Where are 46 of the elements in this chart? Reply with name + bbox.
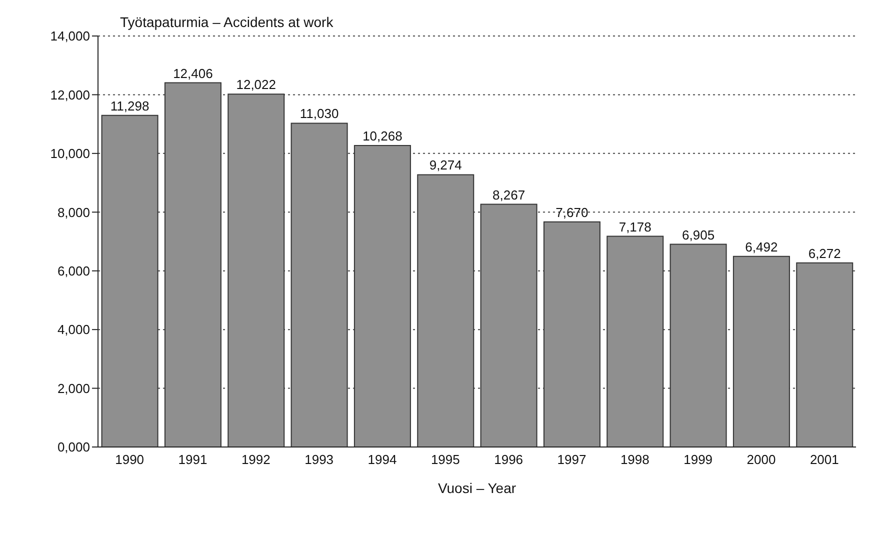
x-tick-label: 1998 bbox=[620, 452, 650, 468]
bar bbox=[543, 221, 600, 447]
y-tick-label: 2,000 bbox=[57, 380, 90, 396]
y-tick-label: 6,000 bbox=[57, 263, 90, 278]
x-tick-label: 1992 bbox=[241, 452, 270, 468]
data-label: 6,905 bbox=[682, 227, 715, 242]
x-tick-label: 1991 bbox=[178, 452, 208, 468]
x-axis-title: Vuosi – Year bbox=[438, 480, 516, 496]
bar bbox=[670, 244, 727, 447]
bar bbox=[417, 174, 474, 447]
bar bbox=[101, 114, 158, 447]
data-label: 9,274 bbox=[429, 158, 462, 173]
x-tick-label: 1999 bbox=[684, 452, 713, 468]
bar bbox=[732, 256, 790, 447]
y-tick-label: 14,000 bbox=[50, 28, 90, 44]
data-label: 6,272 bbox=[808, 246, 841, 261]
bar bbox=[228, 94, 285, 447]
y-tick-label: 4,000 bbox=[57, 322, 90, 338]
x-tick-label: 1997 bbox=[557, 452, 586, 468]
data-label: 10,268 bbox=[362, 128, 402, 144]
bar bbox=[480, 204, 538, 447]
x-tick-label: 2000 bbox=[746, 452, 776, 468]
data-label: 11,298 bbox=[110, 98, 150, 114]
y-tick-label: 10,000 bbox=[50, 146, 90, 162]
data-label: 7,178 bbox=[618, 219, 652, 234]
data-label: 12,022 bbox=[236, 77, 276, 92]
data-label: 8,267 bbox=[492, 187, 526, 202]
x-tick-label: 1994 bbox=[368, 452, 397, 468]
bar bbox=[796, 262, 854, 447]
data-label: 11,030 bbox=[300, 106, 339, 122]
chart-title: Työtapaturmia – Accidents at work bbox=[120, 14, 334, 30]
y-tick-label: 8,000 bbox=[57, 204, 90, 220]
x-tick-label: 1996 bbox=[494, 452, 524, 468]
data-label: 12,406 bbox=[173, 66, 213, 81]
x-tick-label: 1990 bbox=[115, 452, 144, 468]
data-label: 7,670 bbox=[556, 204, 588, 220]
x-tick-label: 1993 bbox=[304, 452, 334, 468]
x-tick-label: 1995 bbox=[430, 452, 460, 468]
x-tick-label: 2001 bbox=[810, 452, 839, 468]
bar bbox=[164, 82, 222, 447]
data-label: 6,492 bbox=[745, 239, 778, 254]
bar bbox=[606, 236, 664, 447]
bar bbox=[354, 145, 411, 447]
y-tick-label: 12,000 bbox=[50, 87, 90, 102]
y-tick-label: 0,000 bbox=[57, 440, 90, 455]
bar bbox=[290, 122, 348, 447]
